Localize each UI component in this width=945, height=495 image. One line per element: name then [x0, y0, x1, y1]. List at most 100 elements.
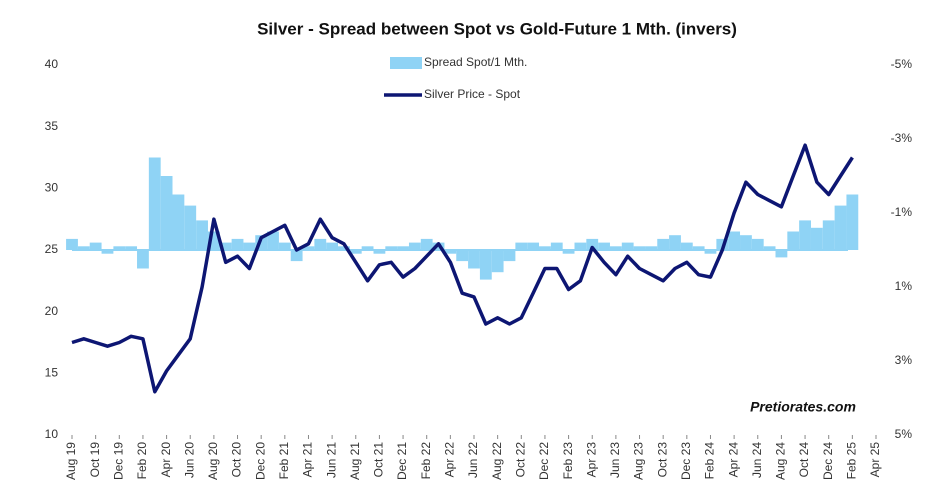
- x-tick-label: Apr 21: [301, 442, 315, 478]
- x-tick-label: Apr 25: [868, 442, 882, 478]
- spread-bar: [326, 242, 339, 250]
- x-tick-label: Jun 22: [466, 442, 480, 478]
- y2-tick-label: -5%: [891, 57, 913, 71]
- spread-bar: [479, 250, 492, 280]
- spread-bar: [243, 242, 256, 250]
- legend-swatch: [390, 57, 422, 69]
- spread-bar: [314, 238, 327, 250]
- spread-bar: [444, 250, 457, 254]
- spread-bar: [420, 238, 433, 250]
- x-tick-label: Jun 20: [182, 442, 196, 478]
- spread-bar: [278, 242, 291, 250]
- spread-bar: [267, 231, 279, 250]
- spread-bar: [66, 238, 78, 250]
- spread-bar: [527, 242, 540, 250]
- x-tick-label: Apr 20: [159, 442, 173, 478]
- spread-bar: [704, 250, 717, 254]
- spread-bar: [799, 220, 811, 250]
- spread-bar: [468, 250, 480, 269]
- spread-bar: [137, 250, 149, 269]
- x-tick-label: Dec 22: [537, 442, 551, 480]
- x-tick-label: Feb 25: [845, 442, 859, 480]
- x-tick-label: Oct 19: [88, 442, 102, 478]
- spread-bar: [385, 246, 398, 250]
- x-tick-label: Apr 22: [443, 442, 457, 478]
- legend-label: Silver Price - Spot: [424, 87, 521, 101]
- spread-bar: [574, 242, 587, 250]
- x-tick-label: Dec 21: [395, 442, 409, 480]
- x-tick-label: Feb 20: [135, 442, 149, 480]
- x-tick-label: Aug 23: [632, 442, 646, 480]
- spread-bar: [408, 242, 421, 250]
- spread-bar: [692, 246, 705, 250]
- spread-bar: [787, 231, 800, 250]
- x-tick-label: Aug 22: [490, 442, 504, 480]
- spread-bar: [728, 231, 741, 250]
- spread-bar: [562, 250, 575, 254]
- spread-bar: [657, 238, 670, 250]
- x-tick-label: Dec 23: [679, 442, 693, 480]
- x-tick-label: Oct 20: [230, 442, 244, 478]
- spread-bar: [89, 242, 102, 250]
- x-tick-label: Aug 21: [348, 442, 362, 480]
- x-tick-label: Feb 21: [277, 442, 291, 480]
- y-tick-label: 35: [45, 119, 59, 133]
- spread-bar: [598, 242, 610, 250]
- x-tick-label: Jun 24: [750, 442, 764, 478]
- spread-bar: [621, 242, 634, 250]
- spread-bar: [550, 242, 563, 250]
- spread-bar: [77, 246, 90, 250]
- y-tick-label: 10: [45, 427, 59, 441]
- y2-tick-label: -3%: [891, 131, 913, 145]
- spread-bar: [740, 235, 752, 250]
- spread-bar: [586, 238, 599, 250]
- spread-bar: [822, 220, 835, 250]
- x-tick-label: Apr 24: [726, 442, 740, 478]
- x-tick-label: Aug 20: [206, 442, 220, 480]
- y-tick-label: 25: [45, 242, 59, 256]
- x-tick-label: Aug 24: [774, 442, 788, 480]
- spread-bar: [172, 194, 185, 250]
- spread-bar: [834, 205, 847, 250]
- spread-bar: [645, 246, 658, 250]
- price-line: [71, 143, 854, 394]
- spread-bar: [196, 220, 208, 250]
- spread-bar: [290, 250, 303, 262]
- x-tick-label: Apr 23: [584, 442, 598, 478]
- spread-bar: [609, 246, 622, 250]
- spread-bar: [148, 157, 161, 250]
- spread-bar: [101, 250, 114, 254]
- annotation: Pretiorates.com: [750, 399, 856, 415]
- x-tick-label: Dec 20: [253, 442, 267, 480]
- spread-bar: [231, 238, 244, 250]
- spread-bar: [775, 250, 788, 258]
- spread-bar: [669, 235, 681, 250]
- chart-title: Silver - Spread between Spot vs Gold-Fut…: [257, 19, 737, 38]
- spread-bar: [113, 246, 126, 250]
- x-tick-label: Jun 23: [608, 442, 622, 478]
- spread-bar: [349, 250, 362, 254]
- spread-bar: [456, 250, 469, 262]
- spread-bar: [207, 231, 220, 250]
- spread-bar: [810, 227, 823, 250]
- x-tick-label: Jun 21: [324, 442, 338, 478]
- x-tick-label: Feb 23: [561, 442, 575, 480]
- spread-bar: [846, 194, 859, 250]
- y2-tick-label: 1%: [895, 279, 913, 293]
- y-tick-label: 30: [45, 181, 59, 195]
- y2-tick-label: -1%: [891, 205, 913, 219]
- y-tick-label: 20: [45, 304, 59, 318]
- spread-bar: [539, 246, 551, 250]
- spread-bar: [373, 250, 386, 254]
- x-tick-label: Feb 22: [419, 442, 433, 480]
- spread-bar: [219, 242, 232, 250]
- x-tick-label: Feb 24: [703, 442, 717, 480]
- spread-bar: [338, 246, 350, 250]
- spread-bar: [680, 242, 693, 250]
- x-tick-label: Oct 21: [372, 442, 386, 478]
- x-tick-label: Aug 19: [64, 442, 78, 480]
- x-tick-label: Oct 24: [797, 442, 811, 478]
- spread-bar: [503, 250, 516, 262]
- y2-tick-label: 5%: [895, 427, 913, 441]
